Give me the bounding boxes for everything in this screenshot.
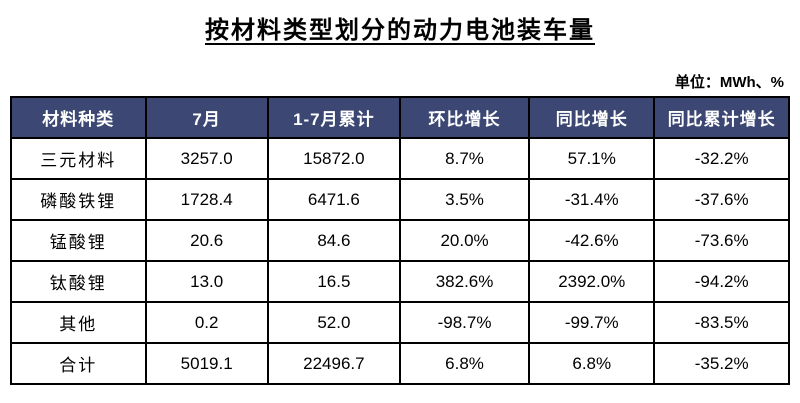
value-cell: 3257.0	[144, 137, 269, 180]
value-cell: 382.6%	[398, 260, 531, 303]
value-cell: 13.0	[144, 260, 269, 303]
value-cell: 16.5	[266, 260, 401, 303]
table-row: 三元材料 3257.0 15872.0 8.7% 57.1% -32.2%	[10, 137, 790, 180]
value-cell: 20.6	[144, 219, 269, 262]
value-cell: 2392.0%	[528, 260, 656, 303]
value-cell: 0.2	[144, 301, 269, 344]
column-header-yoy-growth: 同比增长	[528, 96, 656, 139]
material-cell: 锰酸锂	[10, 219, 147, 262]
value-cell: 6471.6	[266, 178, 401, 221]
value-cell: 6.8%	[528, 342, 656, 385]
material-cell: 三元材料	[10, 137, 147, 180]
value-cell: 57.1%	[528, 137, 656, 180]
value-cell: -35.2%	[653, 342, 790, 385]
value-cell: 52.0	[266, 301, 401, 344]
table-header-row: 材料种类 7月 1-7月累计 环比增长 同比增长 同比累计增长	[10, 96, 790, 139]
page-title: 按材料类型划分的动力电池装车量	[205, 17, 595, 44]
value-cell: 20.0%	[398, 219, 531, 262]
value-cell: -37.6%	[653, 178, 790, 221]
value-cell: 15872.0	[266, 137, 401, 180]
value-cell: -73.6%	[653, 219, 790, 262]
column-header-july: 7月	[144, 96, 269, 139]
material-cell: 合计	[10, 342, 147, 385]
value-cell: -98.7%	[398, 301, 531, 344]
column-header-yoy-cumulative-growth: 同比累计增长	[653, 96, 790, 139]
column-header-material: 材料种类	[10, 96, 147, 139]
battery-material-table: 材料种类 7月 1-7月累计 环比增长 同比增长 同比累计增长 三元材料 325…	[10, 96, 790, 385]
value-cell: -94.2%	[653, 260, 790, 303]
value-cell: 22496.7	[266, 342, 401, 385]
value-cell: -83.5%	[653, 301, 790, 344]
value-cell: 3.5%	[398, 178, 531, 221]
table-row: 其他 0.2 52.0 -98.7% -99.7% -83.5%	[10, 301, 790, 344]
table-row: 锰酸锂 20.6 84.6 20.0% -42.6% -73.6%	[10, 219, 790, 262]
value-cell: 8.7%	[398, 137, 531, 180]
material-cell: 钛酸锂	[10, 260, 147, 303]
material-cell: 其他	[10, 301, 147, 344]
table-row: 磷酸铁锂 1728.4 6471.6 3.5% -31.4% -37.6%	[10, 178, 790, 221]
value-cell: -31.4%	[528, 178, 656, 221]
value-cell: 6.8%	[398, 342, 531, 385]
value-cell: 5019.1	[144, 342, 269, 385]
column-header-cumulative: 1-7月累计	[266, 96, 401, 139]
material-cell: 磷酸铁锂	[10, 178, 147, 221]
table-row-total: 合计 5019.1 22496.7 6.8% 6.8% -35.2%	[10, 342, 790, 385]
value-cell: -32.2%	[653, 137, 790, 180]
value-cell: -99.7%	[528, 301, 656, 344]
unit-label: 单位：MWh、%	[674, 74, 784, 91]
value-cell: 1728.4	[144, 178, 269, 221]
table-row: 钛酸锂 13.0 16.5 382.6% 2392.0% -94.2%	[10, 260, 790, 303]
value-cell: 84.6	[266, 219, 401, 262]
column-header-mom-growth: 环比增长	[398, 96, 531, 139]
value-cell: -42.6%	[528, 219, 656, 262]
